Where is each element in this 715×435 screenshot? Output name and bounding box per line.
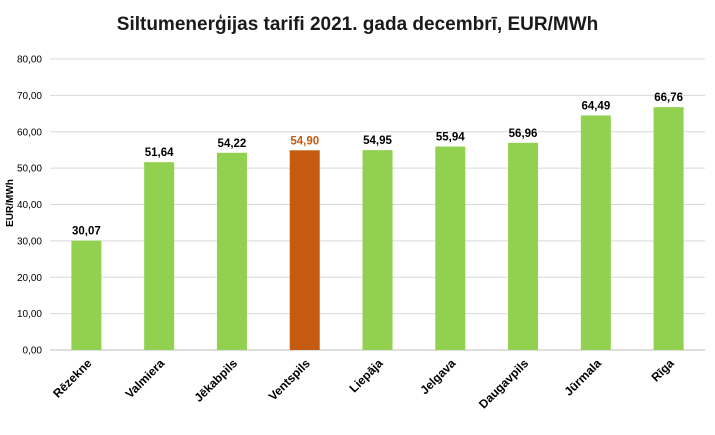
x-tick-label: Valmiera — [122, 356, 167, 401]
data-label: 55,94 — [436, 132, 465, 144]
value-labels: 30,07 51,64 54,22 54,90 54,95 55,94 56,96 64,49… — [72, 92, 683, 237]
y-tick-label: 80,00 — [17, 55, 42, 66]
bar — [580, 115, 611, 350]
bar — [653, 107, 684, 351]
x-tick-label: Rīga — [648, 356, 677, 385]
x-tick-label: Liepāja — [346, 356, 385, 395]
y-tick-label: 10,00 — [17, 309, 42, 320]
bar — [435, 146, 466, 350]
data-label: 56,96 — [509, 128, 538, 140]
data-label: 54,95 — [363, 135, 392, 147]
y-tick-label: 50,00 — [17, 164, 42, 175]
data-label: 64,49 — [581, 100, 610, 112]
y-tick-label: 20,00 — [17, 273, 42, 284]
y-axis-ticks: 0,00 10,00 20,00 30,00 40,00 50,00 60,00 70,00 8… — [17, 55, 42, 357]
chart-title: Siltumenerģijas tarifi 2021. gada decemb… — [116, 14, 599, 35]
y-tick-label: 0,00 — [23, 346, 43, 357]
data-label: 54,90 — [290, 135, 319, 147]
bars — [71, 107, 684, 351]
x-tick-label: Jēkabpils — [191, 356, 240, 405]
bar — [71, 240, 102, 350]
data-label: 54,22 — [218, 138, 247, 150]
x-tick-label: Jūrmala — [562, 356, 605, 399]
x-tick-label: Jelgava — [417, 356, 458, 397]
y-tick-label: 40,00 — [17, 200, 42, 211]
bar — [216, 152, 247, 350]
y-axis-label: EUR/MWh — [5, 179, 16, 227]
x-tick-label: Rēzekne — [50, 356, 95, 401]
bar — [362, 150, 393, 350]
data-label: 66,76 — [654, 92, 683, 104]
y-tick-label: 60,00 — [17, 127, 42, 138]
bar — [144, 162, 175, 350]
y-tick-label: 30,00 — [17, 236, 42, 247]
x-tick-label: Daugavpils — [476, 356, 531, 411]
x-axis-ticks: Rēzekne Valmiera Jēkabpils Ventspils Liepāja… — [50, 356, 677, 411]
bar — [508, 142, 539, 350]
bar — [289, 150, 320, 350]
data-label: 51,64 — [145, 147, 174, 159]
data-label: 30,07 — [72, 226, 101, 238]
x-tick-label: Ventspils — [266, 356, 313, 403]
y-tick-label: 70,00 — [17, 91, 42, 102]
